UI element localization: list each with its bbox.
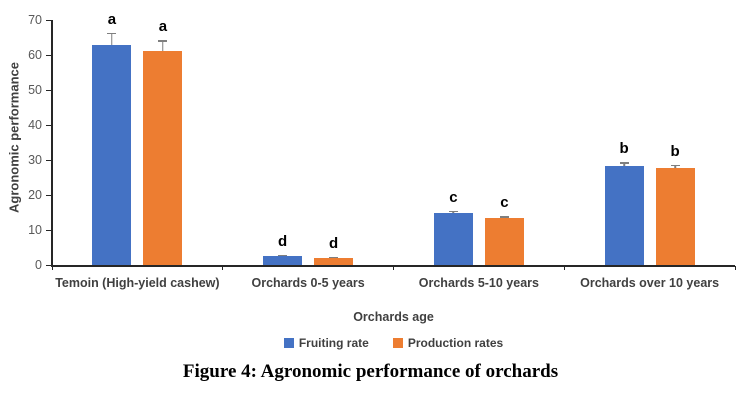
bar-production-rates	[143, 50, 183, 265]
y-tick-label: 0	[35, 258, 42, 272]
error-bar-cap	[158, 40, 168, 42]
bar-production-rates	[655, 167, 695, 265]
x-axis-line	[51, 265, 735, 267]
y-tick-label: 70	[28, 13, 42, 27]
x-category-label: Orchards over 10 years	[580, 276, 720, 290]
error-bar-stem	[162, 40, 164, 51]
error-bar-stem	[623, 162, 625, 167]
legend-marker-icon	[283, 338, 294, 348]
x-category-label: Orchards 0-5 years	[251, 276, 365, 290]
x-axis-title: Orchards age	[353, 310, 434, 324]
y-tick-mark	[46, 159, 51, 161]
significance-letter: a	[158, 18, 168, 36]
error-bar	[499, 216, 509, 218]
y-tick-mark	[46, 54, 51, 56]
x-category-labels: Temoin (High-yield cashew) Orchards 0-5 y…	[52, 276, 735, 290]
significance-letter: b	[619, 140, 629, 158]
legend-item-production-rates: Production rates	[392, 336, 504, 350]
error-bar	[619, 162, 629, 167]
y-tick-label: 50	[28, 83, 42, 97]
y-tick-mark	[46, 19, 51, 21]
x-category-label: Temoin (High-yield cashew)	[55, 276, 220, 290]
error-bar-cap	[619, 162, 629, 164]
error-bar-stem	[674, 164, 676, 168]
y-axis-line	[51, 20, 53, 265]
error-bar	[329, 256, 339, 259]
bar-fruiting-rate	[604, 166, 644, 265]
error-bar	[448, 210, 458, 213]
y-tick-label: 60	[28, 48, 42, 62]
legend-label: Fruiting rate	[298, 336, 369, 350]
bar-fruiting-rate	[92, 44, 132, 265]
bar-production-rates	[314, 258, 354, 265]
legend: Fruiting rate Production rates	[52, 336, 735, 350]
legend-marker-icon	[392, 338, 403, 348]
y-tick-mark	[46, 194, 51, 196]
x-tick-mark	[222, 266, 224, 270]
error-bar-cap	[670, 164, 680, 167]
x-tick-mark	[734, 266, 736, 270]
figure-caption: Figure 4: Agronomic performance of orcha…	[182, 361, 559, 382]
significance-letter: c	[500, 194, 509, 211]
y-tick-mark	[46, 124, 51, 126]
significance-letter: a	[107, 10, 117, 28]
error-bar	[107, 32, 117, 45]
bar-fruiting-rate	[263, 255, 303, 265]
error-bar-cap	[107, 32, 117, 35]
y-tick-mark	[46, 229, 51, 231]
x-tick-mark	[393, 266, 394, 270]
error-bar-cap	[329, 256, 339, 259]
y-tick-label: 20	[28, 188, 42, 202]
error-bar-stem	[111, 32, 113, 45]
y-tick-mark	[46, 264, 51, 266]
y-tick-label: 10	[28, 223, 42, 237]
bar-fruiting-rate	[433, 212, 473, 265]
error-bar	[278, 254, 288, 257]
x-tick-mark	[51, 266, 53, 270]
x-tick-mark	[563, 266, 565, 270]
error-bar	[670, 164, 680, 168]
error-bar	[158, 40, 168, 51]
y-tick-label: 40	[28, 118, 42, 132]
error-bar-cap	[499, 216, 509, 218]
y-tick-mark	[46, 89, 51, 91]
y-tick-label: 30	[28, 153, 42, 167]
legend-label: Production rates	[407, 336, 504, 350]
error-bar-cap	[278, 254, 288, 257]
significance-letter: c	[449, 188, 458, 206]
plot-area: a a d d c c b b	[52, 11, 735, 265]
error-bar-cap	[448, 210, 458, 213]
bar-production-rates	[484, 217, 524, 265]
significance-letter: b	[670, 142, 680, 160]
x-category-label: Orchards 5-10 years	[418, 276, 539, 290]
significance-letter: d	[329, 234, 339, 252]
significance-letter: d	[278, 232, 288, 250]
legend-item-fruiting-rate: Fruiting rate	[283, 336, 369, 350]
